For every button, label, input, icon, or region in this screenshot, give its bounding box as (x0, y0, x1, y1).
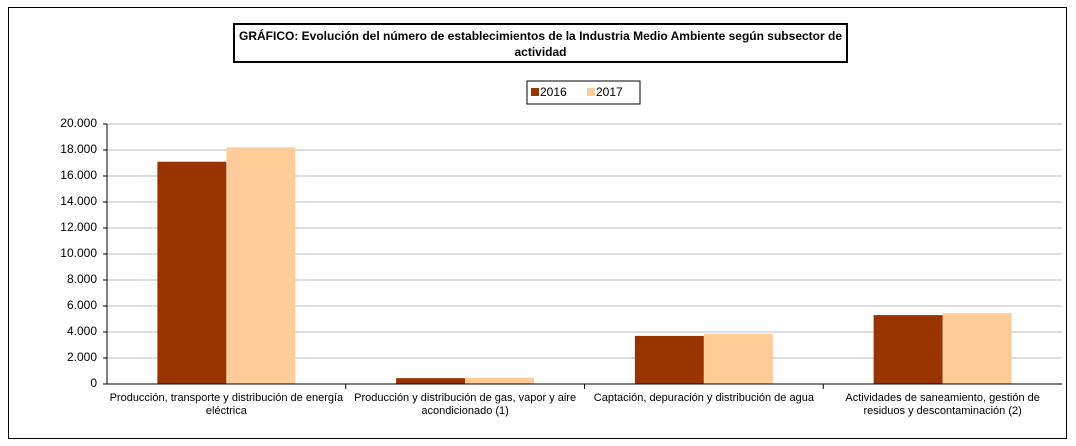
y-tick-label: 14.000 (60, 194, 97, 208)
bar (703, 333, 773, 384)
bar (465, 377, 535, 384)
y-tick-label: 8.000 (67, 272, 97, 286)
legend-swatch (531, 88, 539, 96)
chart-frame (8, 7, 1067, 439)
bar (396, 378, 466, 384)
y-tick-label: 16.000 (60, 168, 97, 182)
x-tick-label: Captación, depuración y distribución de … (593, 392, 814, 404)
legend-swatch (587, 88, 595, 96)
y-tick-label: 2.000 (67, 350, 97, 364)
y-tick-label: 10.000 (60, 246, 97, 260)
x-tick-label: Producción y distribución de gas, vapor … (354, 392, 577, 417)
bar (873, 315, 943, 384)
y-tick-label: 6.000 (67, 298, 97, 312)
bar (226, 147, 296, 384)
legend-label: 2016 (540, 85, 567, 99)
bar (634, 335, 704, 384)
x-tick-label: Actividades de saneamiento, gestión de r… (845, 392, 1040, 417)
bar (942, 313, 1012, 384)
y-tick-label: 0 (90, 376, 97, 390)
chart-title: GRÁFICO: Evolución del número de estable… (233, 23, 848, 63)
y-tick-label: 18.000 (60, 142, 97, 156)
y-tick-label: 12.000 (60, 220, 97, 234)
bar (157, 161, 227, 384)
x-tick-label: Producción, transporte y distribución de… (109, 392, 344, 417)
legend-box (526, 80, 641, 105)
y-tick-label: 4.000 (67, 324, 97, 338)
y-tick-label: 20.000 (60, 116, 97, 130)
legend-label: 2017 (596, 85, 623, 99)
